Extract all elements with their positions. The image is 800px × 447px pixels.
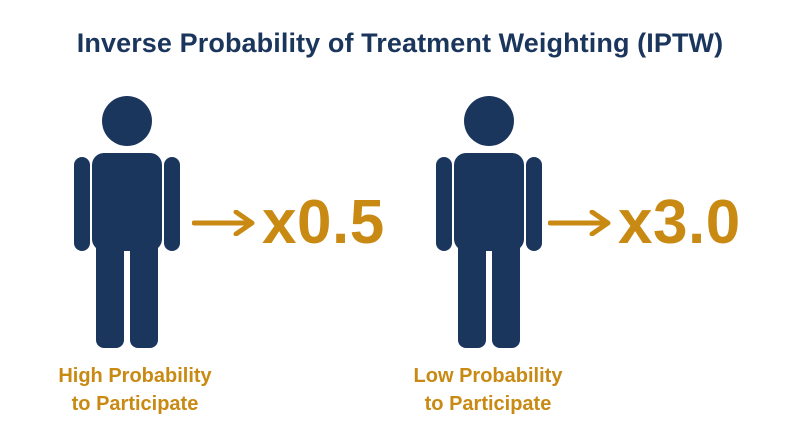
weight-value-high-probability: x0.5 [262,188,385,257]
label-low-probability: Low Probability to Participate [373,362,603,418]
weight-value-low-probability: x3.0 [618,188,741,257]
label-line-1: Low Probability [413,365,563,387]
arrow-right-icon [192,210,256,236]
label-line-2: to Participate [424,393,552,415]
arrow-right-icon [548,210,612,236]
person-icon-high-probability [74,95,180,348]
label-line-2: to Participate [71,393,199,415]
page-title: Inverse Probability of Treatment Weighti… [76,28,724,58]
label-line-1: High Probability [58,365,212,387]
label-high-probability: High Probability to Participate [20,362,250,418]
person-icon-low-probability [436,95,542,348]
